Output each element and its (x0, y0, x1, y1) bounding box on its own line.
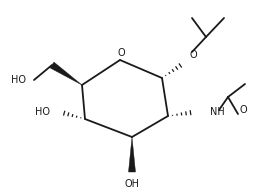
Text: HO: HO (35, 107, 50, 117)
Polygon shape (50, 62, 82, 85)
Text: O: O (240, 105, 248, 115)
Text: O: O (189, 50, 197, 60)
Text: HO: HO (11, 75, 26, 85)
Text: OH: OH (125, 179, 139, 189)
Text: NH: NH (210, 107, 225, 117)
Text: O: O (117, 48, 125, 58)
Polygon shape (129, 137, 135, 172)
